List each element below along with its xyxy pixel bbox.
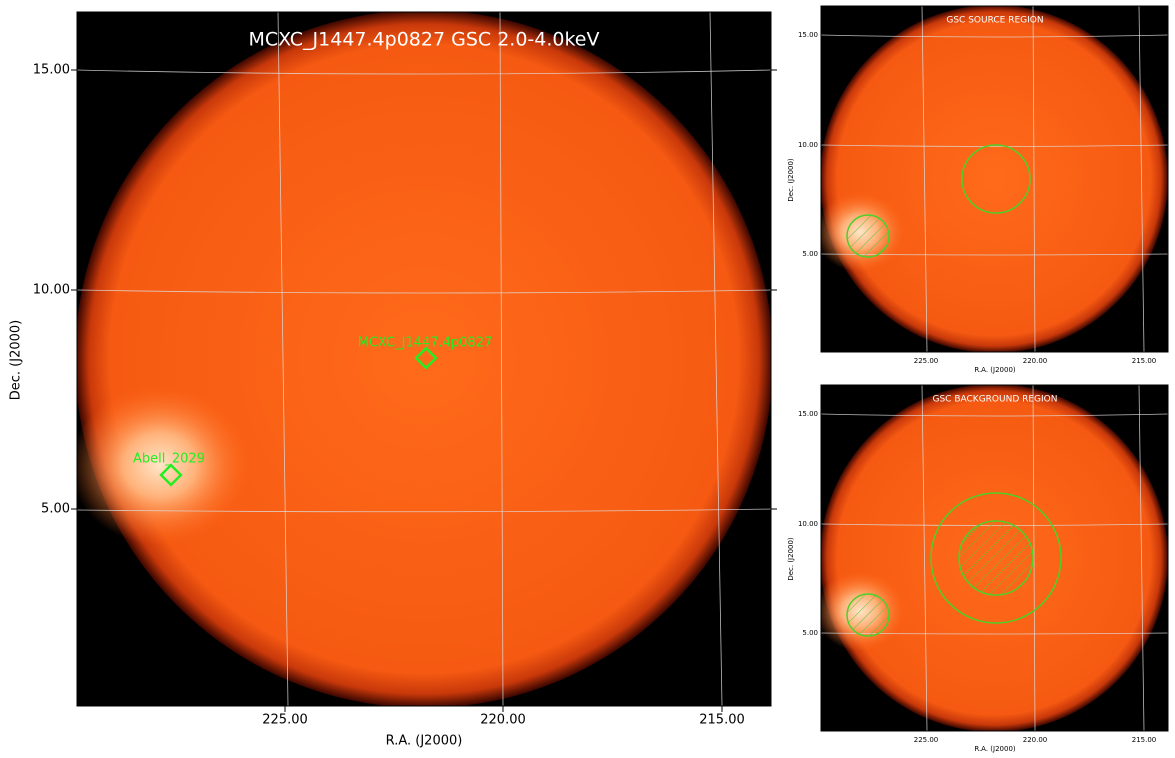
grid-line [77, 508, 771, 513]
panel-title: GSC SOURCE REGION [946, 16, 1043, 26]
grid-line [921, 6, 928, 352]
y-axis-label: Dec. (J2000) [787, 537, 795, 581]
grid-line [77, 289, 771, 294]
sky-disk [821, 6, 1168, 352]
excluded-region [958, 520, 1034, 596]
y-tick-label: 5.00 [802, 250, 818, 258]
x-tick-label: 225.00 [262, 713, 308, 728]
y-axis-label: Dec. (J2000) [787, 158, 795, 202]
grid-line [77, 69, 771, 75]
grid-line [709, 12, 723, 706]
x-tick-label: 220.00 [480, 713, 526, 728]
grid-line [821, 413, 1168, 417]
grid-line [1138, 6, 1145, 352]
y-tick-label: 5.00 [802, 629, 818, 637]
background-panel: GSC BACKGROUND REGION 225.00 220.00 215.… [787, 384, 1169, 753]
y-tick-label: 10.00 [798, 520, 818, 528]
ticks [71, 69, 777, 712]
source-marker [414, 346, 438, 370]
y-tick-label: 15.00 [33, 63, 70, 78]
sky-disk [77, 12, 771, 706]
y-tick-label: 10.00 [33, 283, 70, 298]
main-panel: MCXC_J1447.4p0827 GSC 2.0-4.0keV 225.00 … [9, 11, 777, 749]
grid-line [1032, 385, 1036, 731]
y-tick-label: 15.00 [798, 31, 818, 39]
x-axis-label: R.A. (J2000) [386, 734, 463, 749]
grid-line [1138, 385, 1145, 731]
source-label: MCXC_J1447.4p0827 [358, 336, 493, 351]
y-tick-label: 5.00 [41, 502, 70, 517]
y-tick-label: 10.00 [798, 141, 818, 149]
x-axis-label: R.A. (J2000) [974, 745, 1016, 753]
x-tick-label: 215.00 [1132, 357, 1157, 365]
grid-line [821, 144, 1168, 147]
bright-cluster [77, 385, 250, 545]
axes-frame [820, 384, 1169, 732]
source-panel: GSC SOURCE REGION 225.00 220.00 215.00 1… [787, 5, 1169, 374]
x-tick-label: 220.00 [1023, 357, 1048, 365]
excluded-region [846, 214, 890, 258]
x-tick-label: 225.00 [914, 736, 939, 744]
source-marker [159, 463, 183, 487]
background-annulus [930, 492, 1062, 624]
panel-title: GSC BACKGROUND REGION [933, 395, 1058, 405]
grid-line [1032, 6, 1036, 352]
panel-title: MCXC_J1447.4p0827 GSC 2.0-4.0keV [249, 29, 600, 51]
y-tick-label: 15.00 [798, 410, 818, 418]
source-label: Abell_2029 [133, 452, 205, 467]
x-tick-label: 215.00 [699, 713, 745, 728]
y-axis-label: Dec. (J2000) [9, 320, 24, 400]
axes-frame [820, 5, 1169, 353]
axes-frame [76, 11, 772, 707]
excluded-region [846, 593, 890, 637]
x-tick-label: 215.00 [1132, 736, 1157, 744]
x-tick-label: 220.00 [1023, 736, 1048, 744]
x-axis-label: R.A. (J2000) [974, 366, 1016, 374]
grid-line [277, 12, 289, 706]
grid-line [499, 12, 504, 706]
x-tick-label: 225.00 [914, 357, 939, 365]
grid-line [821, 34, 1168, 38]
source-region [961, 144, 1031, 214]
grid-line [921, 385, 928, 731]
